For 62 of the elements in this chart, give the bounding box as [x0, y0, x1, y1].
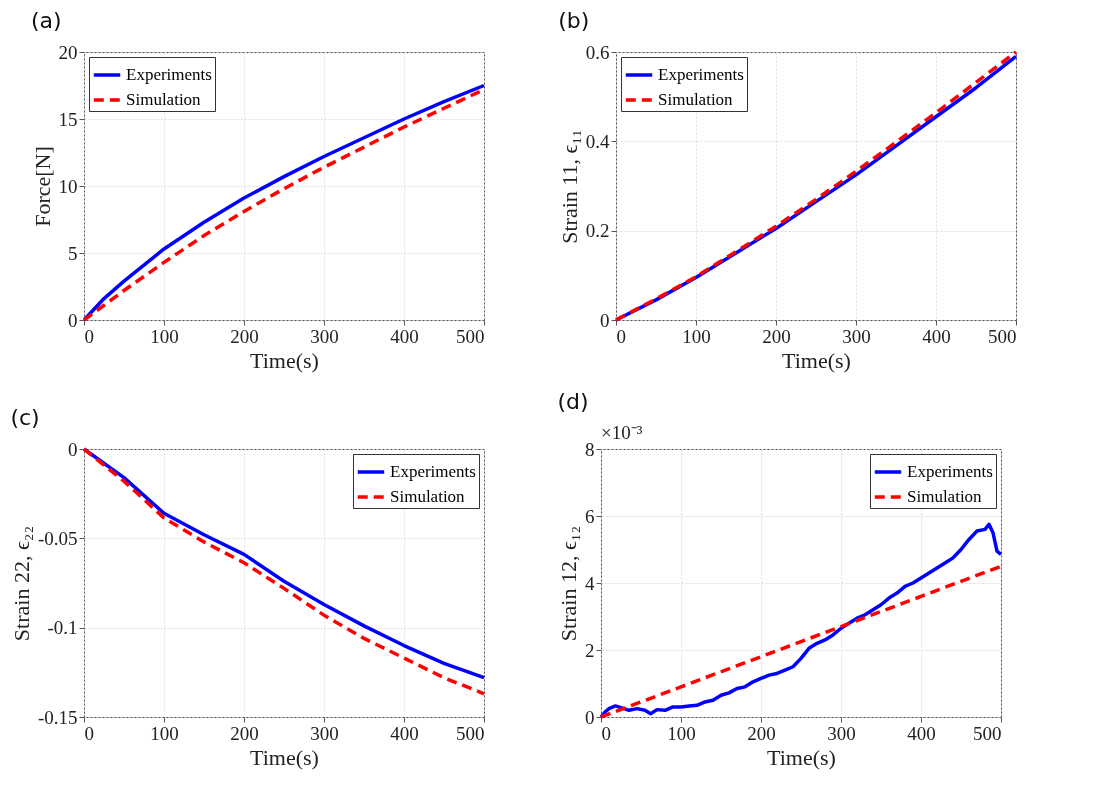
- x-tick-label: 300: [310, 722, 339, 744]
- chart-title: (d): [557, 389, 589, 414]
- legend-label: Experiments: [126, 65, 212, 84]
- y-tick-label: 4: [585, 572, 595, 594]
- y-axis-title: Strain 11, ϵ₁₁: [556, 129, 582, 244]
- legend-label: Simulation: [658, 90, 734, 109]
- y-tick-label: 0.6: [585, 41, 610, 63]
- x-tick-label: 100: [150, 325, 179, 347]
- x-tick-label: 100: [682, 325, 711, 347]
- y-tick-label: 0: [600, 309, 610, 331]
- y-axis-title: Strain 12, ϵ₁₂: [556, 525, 581, 642]
- y-axis-title: Strain 22, ϵ₂₂: [8, 525, 34, 642]
- x-tick-label: 400: [907, 722, 936, 744]
- x-tick-label: 300: [827, 722, 856, 744]
- x-axis-title: Time(s): [782, 347, 851, 373]
- y-tick-label: -0.1: [47, 617, 78, 639]
- x-tick-label: 300: [310, 325, 339, 347]
- x-tick-label: 400: [922, 325, 951, 347]
- x-tick-label: 200: [230, 722, 259, 744]
- x-tick-label: 400: [390, 325, 419, 347]
- y-tick-label: 6: [585, 505, 595, 527]
- x-tick-label: 0: [616, 325, 626, 347]
- x-axis-title: Time(s): [250, 347, 319, 373]
- x-tick-label: 500: [988, 325, 1017, 347]
- x-tick-label: 300: [842, 325, 871, 347]
- x-tick-label: 500: [973, 722, 1002, 744]
- y-tick-label: 8: [585, 438, 595, 460]
- x-tick-label: 500: [456, 722, 485, 744]
- y-tick-label: 0.4: [585, 130, 610, 152]
- legend-label: Simulation: [907, 487, 983, 506]
- x-tick-label: 200: [747, 722, 776, 744]
- x-axis-title: Time(s): [250, 744, 319, 770]
- chart-title: (c): [10, 405, 40, 430]
- chart-title: (a): [31, 8, 62, 33]
- legend-label: Simulation: [126, 90, 202, 109]
- y-tick-label: 5: [68, 242, 78, 264]
- text: ×10⁻³: [601, 422, 643, 443]
- y-tick-label: 2: [585, 639, 595, 661]
- chart-title: (b): [558, 8, 590, 33]
- legend-label: Simulation: [390, 487, 466, 506]
- x-tick-label: 200: [230, 325, 259, 347]
- x-axis-title: Time(s): [767, 744, 836, 770]
- y-tick-label: 0: [585, 706, 595, 728]
- y-tick-label: 0.2: [585, 220, 610, 242]
- y-tick-label: 0: [68, 309, 78, 331]
- y-tick-label: 20: [58, 41, 78, 63]
- x-tick-label: 400: [390, 722, 419, 744]
- y-tick-label: 10: [58, 175, 78, 197]
- legend-label: Experiments: [658, 65, 744, 84]
- y-tick-label: 15: [58, 108, 78, 130]
- x-tick-label: 100: [667, 722, 696, 744]
- y-tick-label: -0.15: [37, 706, 78, 728]
- legend-label: Experiments: [907, 462, 993, 481]
- y-axis-title: Force[N]: [29, 146, 55, 227]
- x-tick-label: 0: [84, 325, 94, 347]
- y-tick-label: -0.05: [37, 527, 78, 549]
- y-tick-label: 0: [68, 438, 78, 460]
- x-tick-label: 200: [762, 325, 791, 347]
- x-tick-label: 100: [150, 722, 179, 744]
- x-tick-label: 500: [456, 325, 485, 347]
- legend-label: Experiments: [390, 462, 476, 481]
- x-tick-label: 0: [84, 722, 94, 744]
